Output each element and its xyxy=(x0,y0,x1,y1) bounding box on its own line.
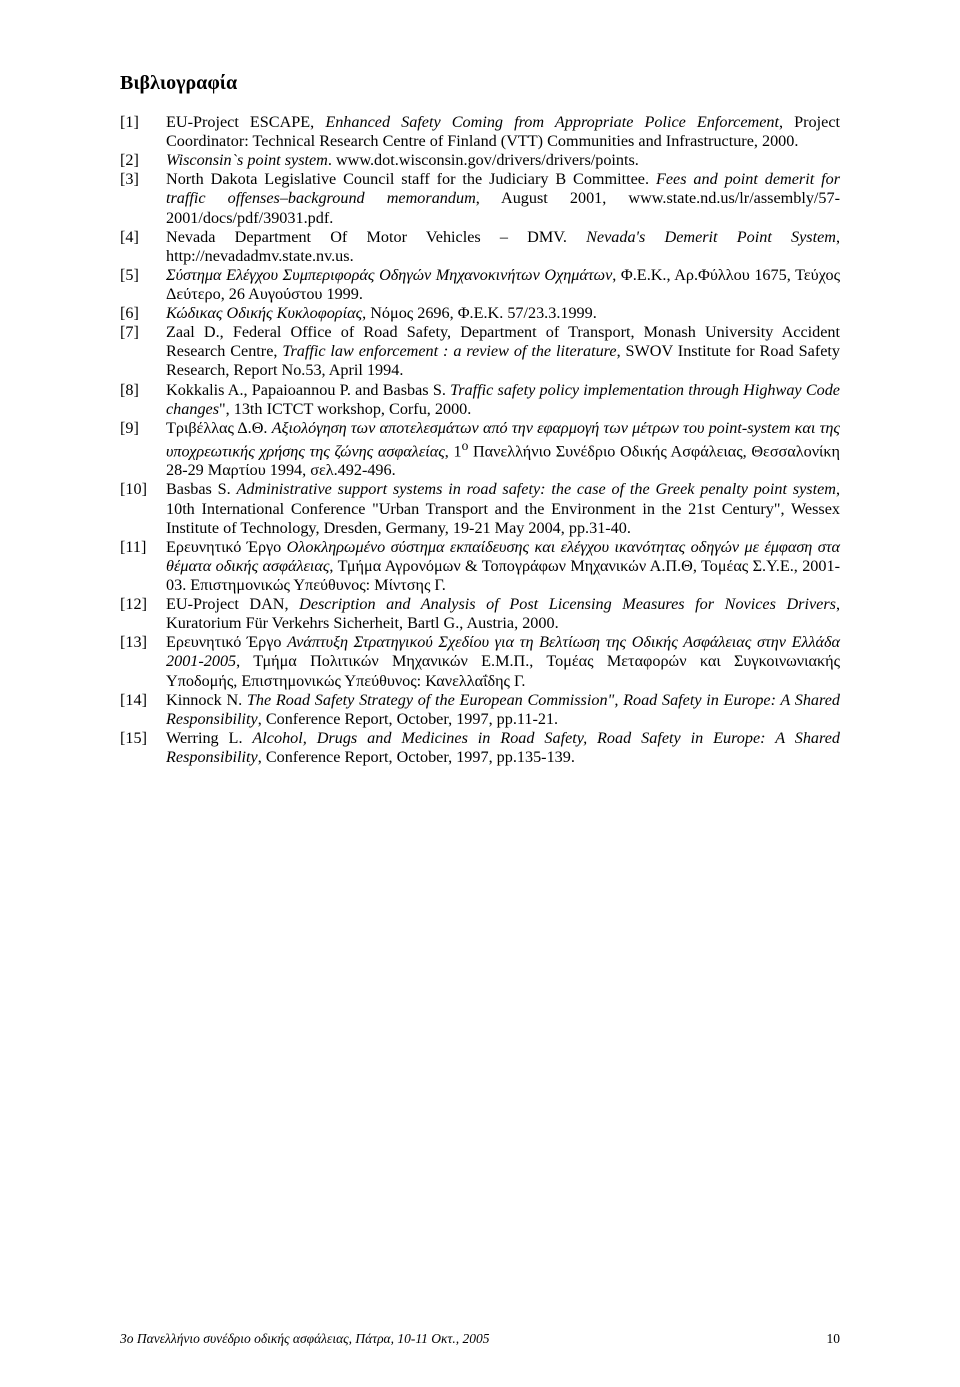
reference-item: [7]Zaal D., Federal Office of Road Safet… xyxy=(120,323,840,380)
reference-body: Τριβέλλας Δ.Θ. Αξιολόγηση των αποτελεσμά… xyxy=(166,419,840,481)
reference-number: [8] xyxy=(120,381,166,419)
reference-number: [14] xyxy=(120,691,166,729)
reference-body: Wisconsin`s point system. www.dot.wiscon… xyxy=(166,151,840,170)
reference-item: [11]Ερευνητικό Έργο Ολοκληρωμένο σύστημα… xyxy=(120,538,840,595)
reference-item: [15]Werring L. Alcohol, Drugs and Medici… xyxy=(120,729,840,767)
reference-body: Kinnock N. The Road Safety Strategy of t… xyxy=(166,691,840,729)
reference-item: [5]Σύστημα Ελέγχου Συμπεριφοράς Οδηγών Μ… xyxy=(120,266,840,304)
footer-text: 3ο Πανελλήνιο συνέδριο οδικής ασφάλειας,… xyxy=(120,1331,489,1347)
reference-item: [12]EU-Project DAN, Description and Anal… xyxy=(120,595,840,633)
reference-number: [10] xyxy=(120,480,166,537)
references-list: [1]EU-Project ESCAPE, Enhanced Safety Co… xyxy=(120,113,840,767)
reference-number: [11] xyxy=(120,538,166,595)
reference-item: [4]Nevada Department Of Motor Vehicles –… xyxy=(120,228,840,266)
reference-body: Ερευνητικό Έργο Ολοκληρωμένο σύστημα εκπ… xyxy=(166,538,840,595)
reference-number: [6] xyxy=(120,304,166,323)
reference-number: [15] xyxy=(120,729,166,767)
reference-body: EU-Project DAN, Description and Analysis… xyxy=(166,595,840,633)
reference-number: [3] xyxy=(120,170,166,227)
reference-number: [2] xyxy=(120,151,166,170)
reference-item: [8]Kokkalis A., Papaioannou P. and Basba… xyxy=(120,381,840,419)
reference-number: [12] xyxy=(120,595,166,633)
reference-item: [9]Τριβέλλας Δ.Θ. Αξιολόγηση των αποτελε… xyxy=(120,419,840,481)
reference-item: [1]EU-Project ESCAPE, Enhanced Safety Co… xyxy=(120,113,840,151)
reference-body: Nevada Department Of Motor Vehicles – DM… xyxy=(166,228,840,266)
reference-item: [10]Basbas S. Administrative support sys… xyxy=(120,480,840,537)
reference-item: [3]North Dakota Legislative Council staf… xyxy=(120,170,840,227)
reference-number: [1] xyxy=(120,113,166,151)
reference-body: EU-Project ESCAPE, Enhanced Safety Comin… xyxy=(166,113,840,151)
reference-item: [14]Kinnock N. The Road Safety Strategy … xyxy=(120,691,840,729)
section-heading: Βιβλιογραφία xyxy=(120,72,840,95)
reference-number: [9] xyxy=(120,419,166,481)
reference-body: Zaal D., Federal Office of Road Safety, … xyxy=(166,323,840,380)
page-number: 10 xyxy=(827,1331,841,1347)
reference-number: [5] xyxy=(120,266,166,304)
reference-body: North Dakota Legislative Council staff f… xyxy=(166,170,840,227)
reference-number: [13] xyxy=(120,633,166,690)
reference-item: [6]Κώδικας Οδικής Κυκλοφορίας, Νόμος 269… xyxy=(120,304,840,323)
reference-body: Ερευνητικό Έργο Ανάπτυξη Στρατηγικού Σχε… xyxy=(166,633,840,690)
reference-body: Σύστημα Ελέγχου Συμπεριφοράς Οδηγών Μηχα… xyxy=(166,266,840,304)
reference-item: [2]Wisconsin`s point system. www.dot.wis… xyxy=(120,151,840,170)
reference-body: Κώδικας Οδικής Κυκλοφορίας, Νόμος 2696, … xyxy=(166,304,840,323)
reference-body: Werring L. Alcohol, Drugs and Medicines … xyxy=(166,729,840,767)
reference-body: Basbas S. Administrative support systems… xyxy=(166,480,840,537)
reference-item: [13]Ερευνητικό Έργο Ανάπτυξη Στρατηγικού… xyxy=(120,633,840,690)
page-footer: 3ο Πανελλήνιο συνέδριο οδικής ασφάλειας,… xyxy=(120,1331,840,1347)
reference-number: [4] xyxy=(120,228,166,266)
reference-number: [7] xyxy=(120,323,166,380)
reference-body: Kokkalis A., Papaioannou P. and Basbas S… xyxy=(166,381,840,419)
